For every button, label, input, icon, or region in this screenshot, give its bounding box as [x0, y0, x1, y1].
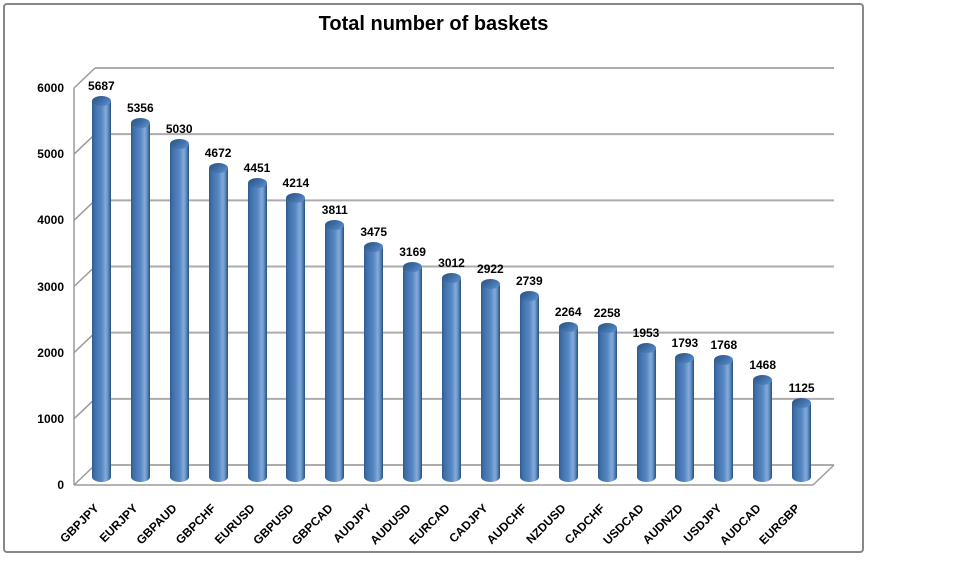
gridline-connector-3000	[73, 265, 96, 288]
gridline-connector-5000	[73, 133, 96, 155]
floor-right-edge	[812, 464, 835, 486]
gridline-connector-2000	[73, 332, 96, 354]
gridline-connector-0	[73, 464, 96, 486]
gridline-connector-4000	[73, 199, 96, 221]
gridline-connector-6000	[73, 67, 96, 89]
gridline-connector-1000	[73, 398, 96, 420]
chart-title: Total number of baskets	[318, 13, 549, 35]
